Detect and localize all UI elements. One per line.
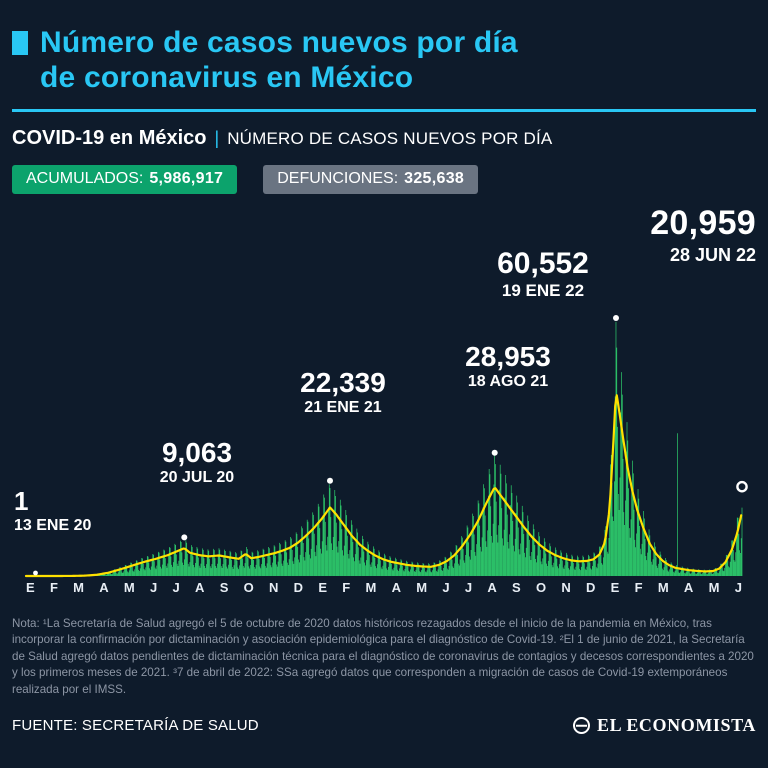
annotation-wave1-peak: 9,063 20 JUL 20	[112, 436, 282, 487]
publisher-name: EL ECONOMISTA	[597, 715, 756, 736]
annotation-value: 20,959	[650, 203, 756, 242]
footnote-text: Nota: ¹La Secretaría de Salud agregó el …	[12, 616, 754, 696]
month-axis-label: O	[535, 579, 547, 595]
month-axis-label: A	[195, 579, 205, 595]
month-axis-label: D	[293, 579, 304, 595]
month-axis-label: E	[26, 579, 35, 595]
chart-subtitle: COVID-19 en México | NÚMERO DE CASOS NUE…	[12, 127, 756, 150]
annotation-value: 28,953	[465, 340, 551, 372]
peak-marker	[491, 449, 498, 456]
annotation-first-case: 1 13 ENE 20	[14, 485, 92, 535]
average-line-series	[24, 393, 743, 577]
annotation-value: 60,552	[497, 246, 589, 280]
daily-bars-series	[58, 321, 743, 576]
annotation-date: 18 AGO 21	[467, 372, 549, 390]
annotation-date: 28 JUN 22	[669, 245, 756, 266]
accumulated-value: 5,986,917	[149, 169, 224, 187]
deaths-label: DEFUNCIONES:	[277, 169, 399, 187]
latest-point-marker	[736, 480, 748, 493]
month-axis-label: D	[586, 579, 596, 595]
annotation-date: 13 ENE 20	[14, 516, 92, 534]
peak-marker	[613, 314, 619, 321]
title-accent-square	[12, 31, 28, 55]
peak-marker	[33, 570, 38, 575]
month-axis-label: M	[416, 579, 428, 595]
deaths-value: 325,638	[404, 169, 465, 187]
month-axis-label: E	[610, 579, 620, 595]
deaths-badge: DEFUNCIONES: 325,638	[263, 164, 479, 194]
daily-cases-chart	[24, 314, 748, 577]
annotation-value: 1	[14, 485, 29, 516]
annotation-wave4-peak: 60,552 19 ENE 22	[448, 248, 638, 300]
month-axis-label: J	[150, 579, 158, 595]
month-axis-label: E	[318, 579, 327, 595]
subtitle-separator: |	[214, 127, 220, 148]
month-axis-label: M	[657, 579, 669, 595]
month-axis-label: O	[243, 579, 254, 595]
subtitle-rest: NÚMERO DE CASOS NUEVOS POR DÍA	[227, 128, 553, 148]
annotation-date: 20 JUL 20	[159, 468, 235, 486]
month-axis-label: J	[172, 579, 180, 595]
month-axis-label: A	[487, 579, 497, 595]
annotation-latest-value: 20,959 28 JUN 22	[650, 203, 756, 266]
subtitle-bold: COVID-19 en México	[12, 126, 207, 149]
month-axis-label: F	[49, 579, 58, 595]
el-economista-logo-icon	[573, 717, 590, 735]
month-axis-label: M	[73, 579, 84, 595]
annotation-date: 19 ENE 22	[501, 281, 585, 301]
footer: FUENTE: SECRETARÍA DE SALUD EL ECONOMIST…	[12, 715, 756, 736]
accumulated-label: ACUMULADOS:	[26, 169, 144, 187]
source-text: FUENTE: SECRETARÍA DE SALUD	[12, 717, 259, 735]
peak-marker	[181, 533, 188, 540]
month-axis-label: A	[99, 579, 109, 595]
stat-badges: ACUMULADOS: 5,986,917 DEFUNCIONES: 325,638	[12, 164, 756, 194]
month-axis-label: F	[634, 579, 643, 595]
annotation-value: 22,339	[300, 366, 386, 398]
page-title-line1: Número de casos nuevos por día	[40, 26, 518, 59]
header: Número de casos nuevos por día de corona…	[12, 26, 756, 96]
publisher-brand: EL ECONOMISTA	[573, 715, 756, 736]
annotation-value: 9,063	[161, 436, 233, 468]
month-axis-label: J	[442, 579, 450, 595]
month-axis-label: S	[512, 579, 521, 595]
month-axis-label: J	[464, 579, 473, 595]
month-axis-label: S	[219, 579, 229, 595]
month-axis-label: J	[734, 579, 742, 595]
month-axis-label: F	[342, 579, 351, 595]
page-title-line2: de coronavirus en México	[40, 60, 414, 94]
month-axis-label: M	[123, 579, 135, 595]
month-axis-label: N	[561, 579, 571, 595]
month-axis-label: A	[683, 579, 694, 595]
month-axis-label: N	[269, 579, 279, 595]
annotation-wave2-peak: 22,339 21 ENE 21	[258, 366, 428, 417]
month-axis-label: A	[391, 579, 401, 595]
page-title: Número de casos nuevos por día de corona…	[40, 26, 518, 96]
annotation-wave3-peak: 28,953 18 AGO 21	[418, 340, 598, 391]
month-axis-label: M	[365, 579, 377, 595]
peak-marker	[327, 477, 333, 484]
month-axis-label: M	[708, 579, 720, 595]
peak-markers	[33, 314, 748, 575]
accumulated-badge: ACUMULADOS: 5,986,917	[12, 164, 238, 194]
annotation-date: 21 ENE 21	[304, 398, 382, 416]
cyan-divider	[12, 108, 756, 112]
